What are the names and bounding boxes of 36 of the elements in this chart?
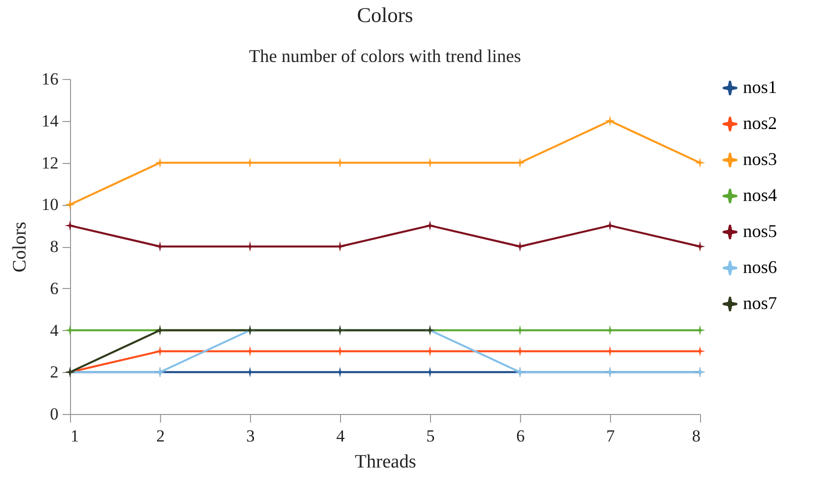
x-tick-label: 4 <box>336 426 346 446</box>
point <box>694 241 706 252</box>
y-tick-label: 4 <box>50 320 59 340</box>
x-tick-label: 8 <box>692 426 700 446</box>
point <box>64 220 76 231</box>
x-tick-label: 6 <box>516 426 525 446</box>
x-tick-label: 5 <box>426 426 435 446</box>
legend-label: nos3 <box>743 149 778 169</box>
point <box>514 241 526 252</box>
y-tick-label: 10 <box>42 195 58 214</box>
chart-subtitle: The number of colors with trend lines <box>249 46 521 66</box>
x-tick-label: 3 <box>246 426 255 446</box>
x-tick-label: 2 <box>156 426 165 446</box>
y-tick-label: 0 <box>50 404 58 424</box>
legend-label: nos5 <box>743 221 778 241</box>
legend-label: nos4 <box>743 185 778 205</box>
x-tick-label: 1 <box>70 426 79 446</box>
point <box>604 220 616 231</box>
legend-label: nos7 <box>743 293 778 313</box>
x-axis-title: Threads <box>354 452 416 472</box>
chart-title: Colors <box>356 3 414 27</box>
y-tick-label: 12 <box>42 153 58 172</box>
legend-label: nos2 <box>743 113 778 133</box>
y-tick-label: 14 <box>42 111 59 130</box>
y-tick-label: 16 <box>42 70 58 88</box>
y-tick-label: 6 <box>50 278 58 298</box>
y-tick-label: 2 <box>50 362 58 382</box>
y-tick-label: 8 <box>50 237 58 256</box>
point <box>64 199 76 210</box>
point <box>424 220 436 231</box>
point <box>604 116 616 126</box>
x-tick-label: 7 <box>606 426 616 446</box>
legend-label: nos1 <box>743 77 778 97</box>
point <box>694 158 706 168</box>
y-axis-title: Colors <box>10 222 30 272</box>
legend-label: nos6 <box>743 257 778 277</box>
